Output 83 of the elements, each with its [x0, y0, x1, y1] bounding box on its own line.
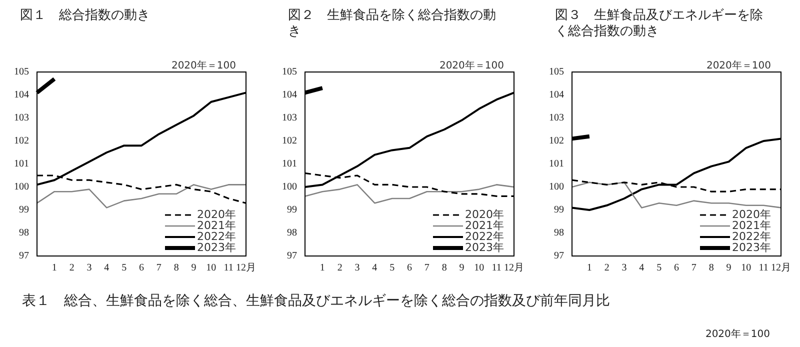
legend-label: 2021年 [732, 218, 771, 232]
x-tick-label: 8 [442, 262, 447, 274]
x-tick-label: 9 [726, 262, 732, 274]
legend-label: 2021年 [465, 218, 504, 232]
x-tick-label: 4 [104, 262, 110, 274]
x-tick-label: 9 [191, 262, 196, 274]
y-tick-label: 102 [14, 136, 29, 147]
x-tick-label: 11 [224, 262, 234, 274]
x-tick-label: 11 [492, 262, 502, 274]
x-tick-label: 3 [86, 262, 92, 274]
x-tick-label: 7 [691, 262, 696, 274]
y-tick-label: 103 [549, 112, 564, 124]
x-tick-label: 10 [474, 262, 484, 274]
text: 2020年＝100 [705, 328, 770, 341]
x-tick-label: 2 [337, 262, 342, 274]
x-tick-label: 9 [459, 262, 464, 274]
x-tick-label: 6 [407, 262, 412, 274]
x-tick-label: 11 [758, 262, 768, 274]
y-tick-label: 100 [282, 182, 297, 193]
y-tick-label: 97 [19, 250, 29, 262]
y-tick-label: 98 [554, 228, 564, 239]
x-tick-label: 12月 [504, 262, 524, 274]
x-tick-label: 1 [320, 262, 325, 274]
legend-label: 2020年 [197, 208, 236, 221]
y-tick-label: 104 [14, 90, 29, 101]
x-tick-label: 3 [354, 262, 360, 274]
x-tick-label: 4 [639, 262, 644, 274]
x-tick-label: 10 [741, 262, 752, 274]
x-tick-label: 6 [139, 262, 144, 274]
legend-label: 2022年 [465, 230, 504, 243]
x-tick-label: 12月 [771, 262, 791, 274]
y-tick-label: 103 [282, 112, 297, 124]
y-tick-label: 99 [19, 204, 29, 216]
y-tick-label: 101 [549, 158, 564, 170]
x-tick-label: 7 [156, 262, 162, 274]
x-tick-label: 10 [206, 262, 216, 274]
legend-label: 2021年 [197, 218, 236, 232]
x-tick-label: 8 [174, 262, 179, 274]
legend-label: 2023年 [465, 240, 504, 254]
x-tick-label: 5 [390, 262, 395, 274]
chart-title: 図３ 生鮮食品及びエネルギーを除く総合指数の動き [555, 8, 764, 40]
y-tick-label: 102 [549, 136, 564, 147]
y-tick-label: 100 [14, 182, 29, 193]
text: 2020年＝100 [171, 60, 236, 72]
y-tick-label: 105 [549, 66, 564, 78]
y-tick-label: 104 [282, 90, 297, 101]
chart-title: 図２ 生鮮食品を除く総合指数の動き [288, 8, 497, 40]
y-tick-label: 101 [14, 158, 29, 170]
legend-label: 2022年 [197, 230, 236, 243]
x-tick-label: 1 [52, 262, 57, 274]
text: 2020年＝100 [439, 60, 504, 72]
chart-title: 図１ 総合指数の動き [20, 8, 151, 24]
x-tick-label: 7 [424, 262, 430, 274]
text: 表１ 総合、生鮮食品を除く総合、生鮮食品及びエネルギーを除く総合の指数及び前年同月比 [22, 292, 610, 310]
y-tick-label: 98 [287, 228, 297, 239]
y-tick-label: 99 [287, 204, 297, 216]
y-tick-label: 98 [19, 228, 29, 239]
x-tick-label: 2 [69, 262, 74, 274]
legend-label: 2023年 [197, 240, 236, 254]
x-tick-label: 4 [372, 262, 378, 274]
y-tick-label: 97 [287, 250, 297, 262]
x-tick-label: 2 [604, 262, 610, 274]
y-tick-label: 102 [282, 136, 297, 147]
y-tick-label: 101 [282, 158, 297, 170]
x-tick-label: 5 [122, 262, 127, 274]
legend-label: 2022年 [732, 230, 771, 243]
legend-label: 2023年 [732, 240, 771, 254]
y-tick-label: 104 [549, 90, 564, 101]
x-tick-label: 5 [656, 262, 662, 274]
y-tick-label: 103 [14, 112, 29, 124]
y-tick-label: 100 [549, 182, 564, 193]
text: 2020年＝100 [706, 60, 771, 72]
y-tick-label: 105 [14, 66, 29, 78]
y-tick-label: 97 [554, 250, 564, 262]
x-tick-label: 1 [586, 262, 592, 274]
legend-label: 2020年 [465, 208, 504, 221]
x-tick-label: 8 [708, 262, 714, 274]
legend-label: 2020年 [732, 208, 771, 221]
x-tick-label: 3 [622, 262, 627, 274]
y-tick-label: 105 [282, 66, 297, 78]
x-tick-label: 12月 [236, 262, 256, 274]
x-tick-label: 6 [674, 262, 679, 274]
y-tick-label: 99 [554, 204, 564, 216]
